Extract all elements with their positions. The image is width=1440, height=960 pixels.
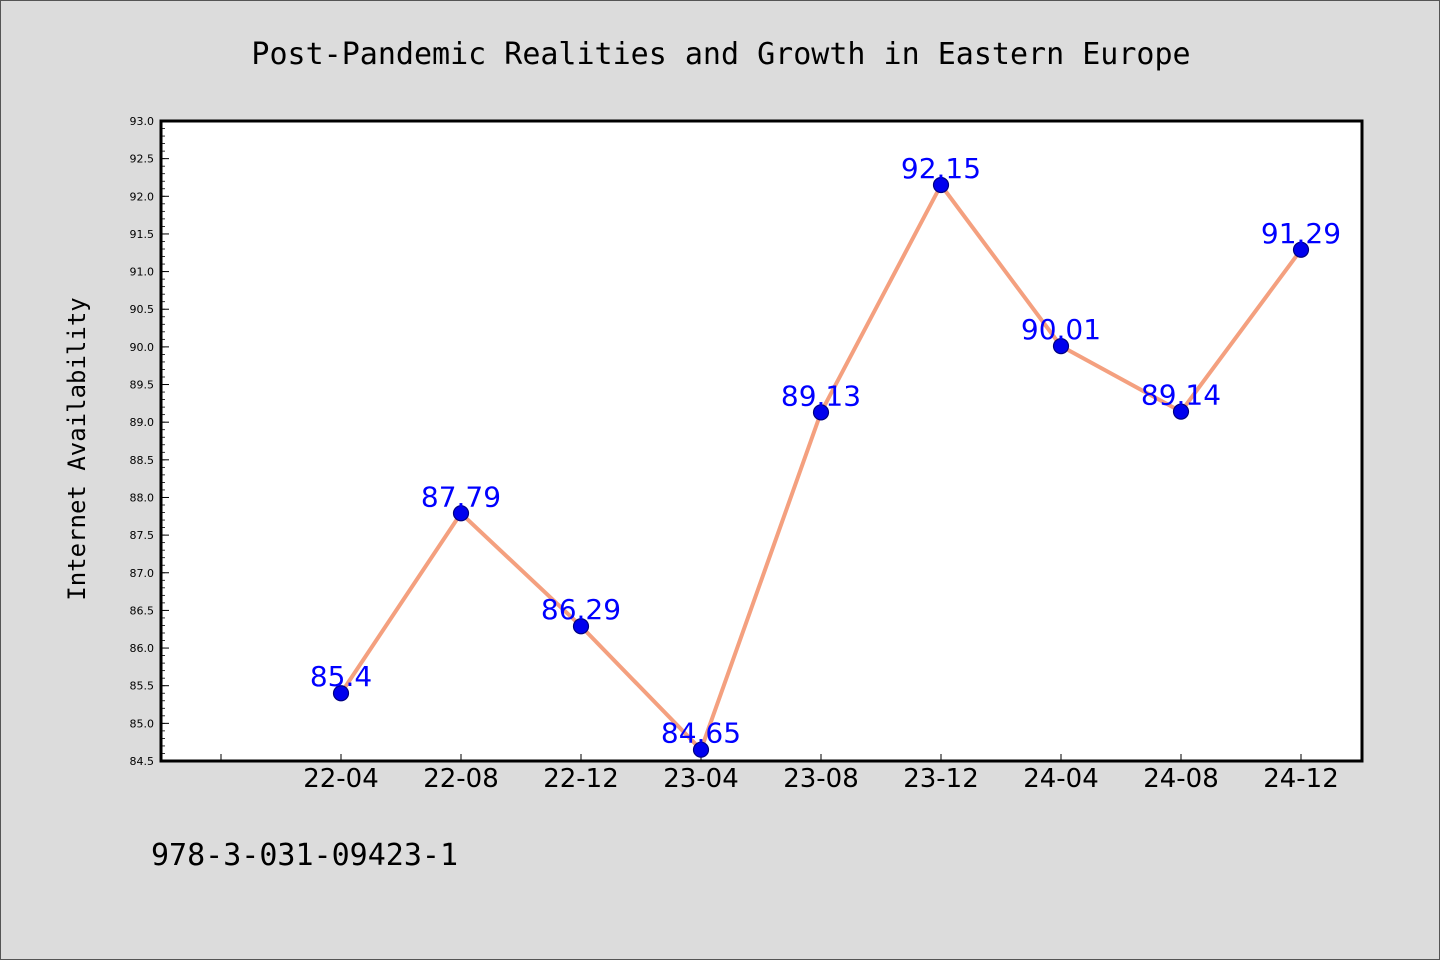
y-tick-label: 92.5 bbox=[130, 153, 155, 166]
x-tick-label: 24-12 bbox=[1263, 764, 1339, 794]
plot-area bbox=[161, 121, 1362, 761]
y-tick-label: 87.5 bbox=[130, 529, 155, 542]
y-tick-label: 91.0 bbox=[130, 266, 155, 279]
y-tick-label: 86.5 bbox=[130, 604, 155, 617]
chart-title: Post-Pandemic Realities and Growth in Ea… bbox=[251, 37, 1190, 72]
data-point bbox=[332, 685, 350, 702]
y-tick-label: 93.0 bbox=[130, 115, 155, 128]
data-label: 91.29 bbox=[1261, 217, 1341, 250]
y-axis-ticks: 84.5 85.0 85.5 86.0 86.5 87.0 87.5 88.0 88.5 89.0… bbox=[130, 115, 169, 768]
data-label: 86.29 bbox=[541, 593, 621, 626]
x-tick-label: 24-04 bbox=[1023, 764, 1099, 794]
y-tick-label: 88.0 bbox=[130, 491, 155, 504]
data-point bbox=[932, 176, 950, 194]
data-label: 89.13 bbox=[781, 379, 861, 412]
y-tick-label: 88.5 bbox=[130, 454, 155, 467]
y-tick-label: 92.0 bbox=[130, 190, 155, 203]
data-label: 90.01 bbox=[1021, 313, 1101, 346]
x-tick-label: 23-04 bbox=[663, 764, 739, 794]
data-label: 92.15 bbox=[901, 152, 981, 185]
data-label: 87.79 bbox=[421, 480, 501, 513]
data-point bbox=[812, 404, 830, 421]
series-line-group bbox=[332, 176, 1310, 758]
data-point bbox=[1292, 241, 1310, 258]
y-axis-label: Internet Availability bbox=[63, 297, 91, 600]
data-label-group: 85.4 87.79 86.29 84.65 89.13 92.15 90.01 89.14 9… bbox=[310, 152, 1341, 750]
data-point bbox=[572, 618, 590, 635]
y-tick-label: 89.0 bbox=[130, 416, 155, 429]
plot-frame bbox=[159, 119, 1364, 763]
y-tick-label: 86.0 bbox=[130, 642, 155, 655]
data-label: 84.65 bbox=[661, 717, 741, 750]
y-tick-label: 91.5 bbox=[130, 228, 155, 241]
y-tick-label: 87.0 bbox=[130, 567, 155, 580]
y-tick-label: 90.5 bbox=[130, 303, 155, 316]
x-tick-label: 23-08 bbox=[783, 764, 859, 794]
data-point bbox=[1052, 338, 1070, 355]
data-point bbox=[692, 741, 710, 758]
y-tick-label: 84.5 bbox=[130, 755, 155, 768]
data-point bbox=[452, 505, 470, 522]
y-tick-label: 85.0 bbox=[130, 717, 155, 730]
x-tick-label: 22-04 bbox=[303, 764, 379, 794]
y-tick-label: 90.0 bbox=[130, 341, 155, 354]
data-point bbox=[1172, 403, 1190, 420]
footer-code: 978-3-031-09423-1 bbox=[151, 838, 458, 873]
y-tick-label: 85.5 bbox=[130, 680, 155, 693]
x-tick-label: 22-08 bbox=[423, 764, 499, 794]
x-tick-label: 23-12 bbox=[903, 764, 979, 794]
data-label: 85.4 bbox=[310, 660, 372, 693]
data-label: 89.14 bbox=[1141, 379, 1221, 412]
x-tick-label: 22-12 bbox=[543, 764, 619, 794]
y-tick-label: 89.5 bbox=[130, 379, 155, 392]
x-axis-ticks: 22-04 22-08 22-12 23-04 23-08 23-12 24-04 24-08… bbox=[220, 754, 1339, 794]
x-tick-label: 24-08 bbox=[1143, 764, 1219, 794]
